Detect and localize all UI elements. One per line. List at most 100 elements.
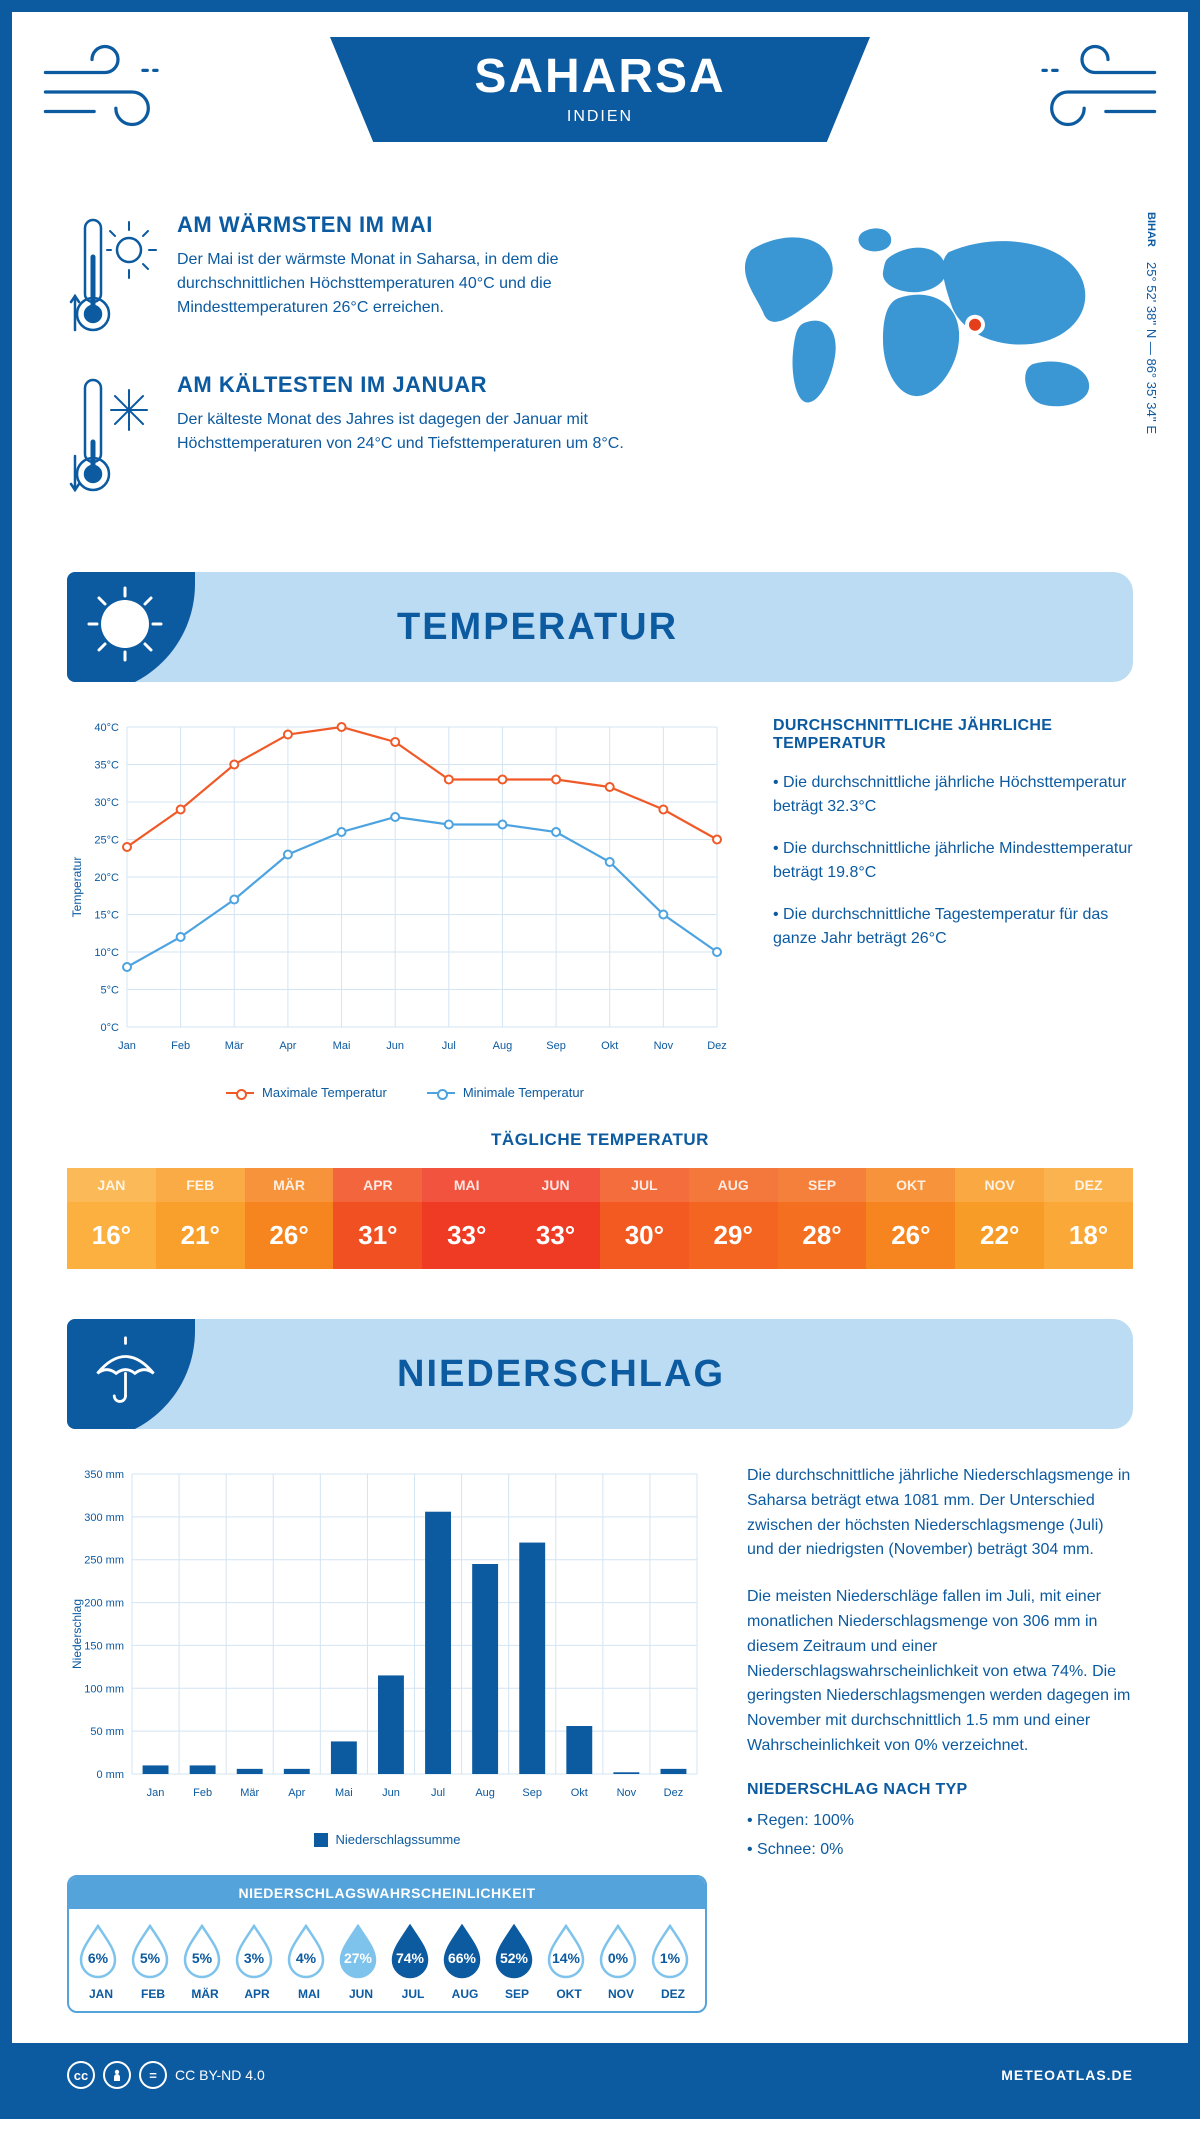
svg-text:Aug: Aug [493, 1040, 513, 1052]
probability-month: NOV [595, 1987, 647, 2001]
svg-text:Mai: Mai [333, 1040, 351, 1052]
section-header-precipitation: NIEDERSCHLAG [67, 1319, 1133, 1429]
probability-drop: 52% [491, 1923, 543, 1979]
daily-temp-cell: NOV22° [955, 1168, 1044, 1269]
climate-facts: AM WÄRMSTEN IM MAI Der Mai ist der wärms… [67, 212, 673, 532]
precip-type-2: • Schnee: 0% [747, 1838, 1133, 1863]
daily-temp-cell: AUG29° [689, 1168, 778, 1269]
svg-text:50 mm: 50 mm [90, 1726, 124, 1738]
wind-icon [1030, 40, 1160, 138]
svg-text:Okt: Okt [571, 1787, 588, 1799]
svg-text:100 mm: 100 mm [84, 1683, 124, 1695]
probability-month: MÄR [179, 1987, 231, 2001]
svg-text:30°C: 30°C [94, 797, 119, 809]
probability-drop: 6% [75, 1923, 127, 1979]
legend-low: Minimale Temperatur [463, 1085, 584, 1100]
probability-month: JUN [335, 1987, 387, 2001]
probability-month: JUL [387, 1987, 439, 2001]
svg-text:Dez: Dez [664, 1787, 684, 1799]
svg-text:Mär: Mär [240, 1787, 259, 1799]
title-band: SAHARSA INDIEN [330, 37, 870, 142]
precip-type-title: NIEDERSCHLAG NACH TYP [747, 1781, 1133, 1799]
temperature-line-chart: 0°C5°C10°C15°C20°C25°C30°C35°C40°CJanFeb… [67, 717, 743, 1100]
svg-text:Jul: Jul [431, 1787, 445, 1799]
svg-text:Aug: Aug [475, 1787, 495, 1799]
svg-text:Mär: Mär [225, 1040, 244, 1052]
svg-text:15°C: 15°C [94, 910, 119, 922]
probability-drop: 5% [179, 1923, 231, 1979]
legend-high: Maximale Temperatur [262, 1085, 387, 1100]
temperature-heading: TEMPERATUR [397, 606, 678, 649]
temp-fact-2: • Die durchschnittliche jährliche Mindes… [773, 837, 1133, 885]
svg-text:Jun: Jun [386, 1040, 404, 1052]
probability-month: MAI [283, 1987, 335, 2001]
daily-temp-cell: OKT26° [866, 1168, 955, 1269]
brand-name: METEOATLAS.DE [1001, 2067, 1133, 2083]
footer: cc = CC BY-ND 4.0 METEOATLAS.DE [12, 2043, 1188, 2107]
probability-drop: 66% [439, 1923, 491, 1979]
svg-text:Feb: Feb [193, 1787, 212, 1799]
probability-drop: 5% [127, 1923, 179, 1979]
precip-para-2: Die meisten Niederschläge fallen im Juli… [747, 1585, 1133, 1759]
precipitation-heading: NIEDERSCHLAG [397, 1353, 725, 1396]
svg-text:Jan: Jan [118, 1040, 136, 1052]
svg-text:35°C: 35°C [94, 760, 119, 772]
country-subtitle: INDIEN [330, 108, 870, 126]
svg-text:52%: 52% [500, 1950, 529, 1966]
svg-text:74%: 74% [396, 1950, 425, 1966]
svg-text:10°C: 10°C [94, 947, 119, 959]
daily-temp-cell: SEP28° [778, 1168, 867, 1269]
probability-title: NIEDERSCHLAGSWAHRSCHEINLICHKEIT [69, 1877, 705, 1909]
svg-text:Mai: Mai [335, 1787, 353, 1799]
probability-month: AUG [439, 1987, 491, 2001]
svg-text:150 mm: 150 mm [84, 1640, 124, 1652]
precip-type-1: • Regen: 100% [747, 1809, 1133, 1834]
svg-text:0°C: 0°C [101, 1022, 120, 1034]
temperature-facts: DURCHSCHNITTLICHE JÄHRLICHE TEMPERATUR •… [773, 717, 1133, 1100]
wind-icon [40, 40, 170, 138]
svg-text:40°C: 40°C [94, 722, 119, 734]
probability-month: APR [231, 1987, 283, 2001]
svg-text:Jun: Jun [382, 1787, 400, 1799]
thermometer-cold-icon [67, 372, 157, 502]
coords-label: 25° 52' 38'' N — 86° 35' 34'' E [1144, 262, 1159, 434]
daily-temp-cell: JAN16° [67, 1168, 156, 1269]
daily-temp-cell: JUN33° [511, 1168, 600, 1269]
daily-temp-cell: APR31° [333, 1168, 422, 1269]
svg-text:6%: 6% [88, 1950, 109, 1966]
svg-text:Feb: Feb [171, 1040, 190, 1052]
daily-temp-cell: FEB21° [156, 1168, 245, 1269]
svg-text:Jul: Jul [442, 1040, 456, 1052]
svg-text:5%: 5% [140, 1950, 161, 1966]
temp-fact-1: • Die durchschnittliche jährliche Höchst… [773, 771, 1133, 819]
probability-month: OKT [543, 1987, 595, 2001]
precipitation-text: Die durchschnittliche jährliche Niedersc… [747, 1464, 1133, 2013]
svg-text:Temperatur: Temperatur [70, 857, 84, 918]
svg-text:0 mm: 0 mm [97, 1769, 125, 1781]
probability-drop: 3% [231, 1923, 283, 1979]
city-title: SAHARSA [330, 49, 870, 104]
probability-drop: 0% [595, 1923, 647, 1979]
probability-drop: 1% [647, 1923, 699, 1979]
probability-drop: 74% [387, 1923, 439, 1979]
warmest-title: AM WÄRMSTEN IM MAI [177, 212, 673, 238]
svg-text:Apr: Apr [279, 1040, 296, 1052]
svg-text:1%: 1% [660, 1950, 681, 1966]
svg-text:200 mm: 200 mm [84, 1598, 124, 1610]
svg-text:Jan: Jan [147, 1787, 165, 1799]
world-map: BIHAR 25° 52' 38'' N — 86° 35' 34'' E [713, 212, 1133, 532]
coldest-title: AM KÄLTESTEN IM JANUAR [177, 372, 673, 398]
svg-text:Sep: Sep [522, 1787, 542, 1799]
svg-text:300 mm: 300 mm [84, 1512, 124, 1524]
license-text: CC BY-ND 4.0 [175, 2067, 265, 2083]
cc-by-icon [103, 2061, 131, 2089]
svg-text:350 mm: 350 mm [84, 1469, 124, 1481]
daily-temp-cell: MÄR26° [245, 1168, 334, 1269]
svg-text:250 mm: 250 mm [84, 1555, 124, 1567]
svg-text:Niederschlag: Niederschlag [70, 1599, 84, 1669]
daily-temp-title: TÄGLICHE TEMPERATUR [67, 1130, 1133, 1150]
svg-text:14%: 14% [552, 1950, 581, 1966]
coldest-text: Der kälteste Monat des Jahres ist dagege… [177, 408, 673, 456]
probability-month: JAN [75, 1987, 127, 2001]
legend-precip: Niederschlagssumme [336, 1832, 461, 1847]
